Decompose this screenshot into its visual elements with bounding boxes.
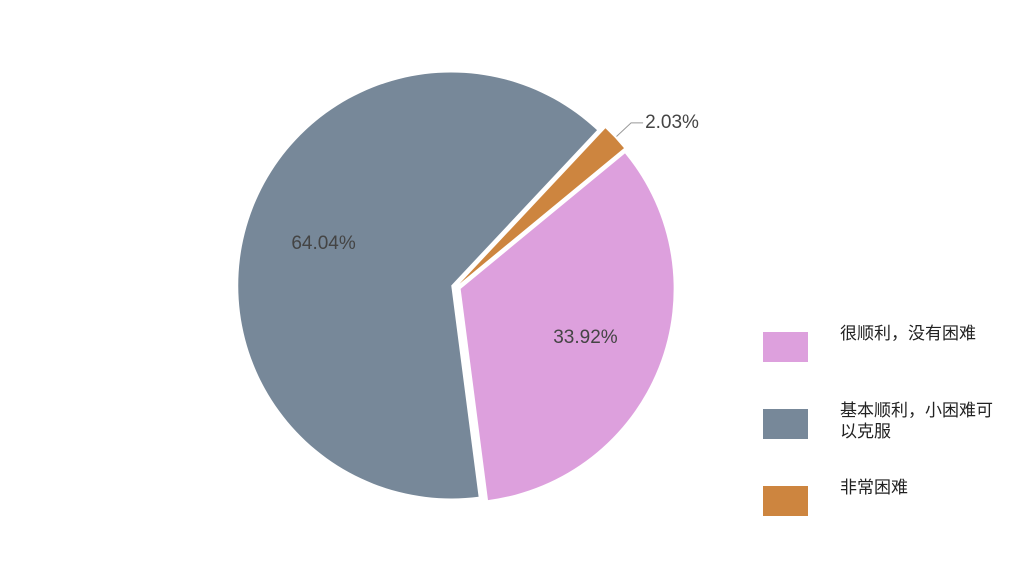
pie-slice [460,153,674,501]
legend-swatch [763,332,808,362]
slice-label: 2.03% [645,112,699,133]
pie-slice [238,72,598,499]
legend-label: 非常困难 [840,478,908,498]
pie-slice [459,128,625,284]
slice-label: 33.92% [553,327,618,348]
legend-swatch [763,486,808,516]
legend-swatch [763,409,808,439]
legend-label: 基本顺利，小困难可以克服 [840,401,993,442]
legend-label: 很顺利，没有困难 [840,324,976,344]
leader-line [616,122,644,137]
slice-label: 64.04% [291,233,356,254]
